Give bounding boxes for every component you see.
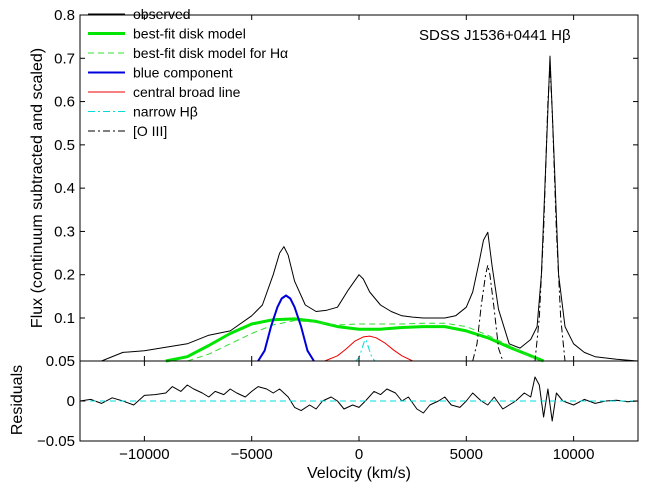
main-y-tick-label: 0.1 xyxy=(54,310,75,327)
series-line-best-fit-disk-model xyxy=(165,317,545,363)
residuals-panel: −10000 −5000 0 5000 10000 −0.05 0 Residuals V… xyxy=(9,360,639,482)
x-tick-label: 5000 xyxy=(450,446,483,463)
series-line--o-iii- xyxy=(472,66,566,362)
legend-label: [O III] xyxy=(133,123,167,139)
main-y-tick-label: 0.4 xyxy=(54,180,75,197)
chart-annotation: SDSS J1536+0441 Hβ xyxy=(419,27,571,44)
residuals-x-ticks: −10000 −5000 0 5000 10000 xyxy=(119,361,594,463)
series-line-central-broad-line xyxy=(324,335,413,362)
main-x-ticks xyxy=(143,15,575,361)
legend-label: central broad line xyxy=(133,84,241,100)
legend-label: best-fit disk model xyxy=(133,26,246,42)
series-line-blue-component xyxy=(257,294,315,362)
main-series-group xyxy=(101,55,639,363)
main-y-tick-label: 0.2 xyxy=(54,267,75,284)
legend-label: best-fit disk model for Hα xyxy=(133,45,288,61)
main-panel: 0.05 0.1 0.2 0.3 0.4 0.5 0.6 0.7 0.8 Flux (conti… xyxy=(29,6,639,370)
x-axis-label: Velocity (km/s) xyxy=(307,465,411,482)
residuals-series-group xyxy=(79,376,639,422)
legend-label: observed xyxy=(133,6,191,22)
main-y-tick-label: 0.8 xyxy=(54,7,75,24)
main-y-tick-label: 0.7 xyxy=(54,50,75,67)
series-line-best-fit-disk-model-for-h- xyxy=(187,320,542,362)
main-y-tick-label: 0.6 xyxy=(54,94,75,111)
x-tick-label: 10000 xyxy=(553,446,595,463)
x-tick-label: −5000 xyxy=(231,446,273,463)
residuals-y-axis-label: Residuals xyxy=(9,365,26,435)
legend-label: blue component xyxy=(133,65,233,81)
x-tick-label: −10000 xyxy=(119,446,169,463)
main-y-ticks: 0.05 0.1 0.2 0.3 0.4 0.5 0.6 0.7 0.8 xyxy=(46,7,638,370)
main-y-tick-label: 0.3 xyxy=(54,223,75,240)
main-y-axis-label: Flux (continuum subtracted and scaled) xyxy=(29,48,46,328)
residuals-y-ticks: −0.05 0 xyxy=(37,360,638,450)
x-tick-label: 0 xyxy=(355,446,363,463)
residuals-y-tick-label: −0.05 xyxy=(37,433,75,450)
residuals-y-tick-label: 0 xyxy=(67,393,75,410)
legend: observed best-fit disk model best-fit disk… xyxy=(88,6,288,139)
main-y-tick-label: 0.5 xyxy=(54,137,75,154)
legend-label: narrow Hβ xyxy=(133,104,198,120)
series-line-observed xyxy=(101,55,639,362)
residuals-line xyxy=(79,376,639,422)
main-y-tick-label: 0.05 xyxy=(46,353,75,370)
